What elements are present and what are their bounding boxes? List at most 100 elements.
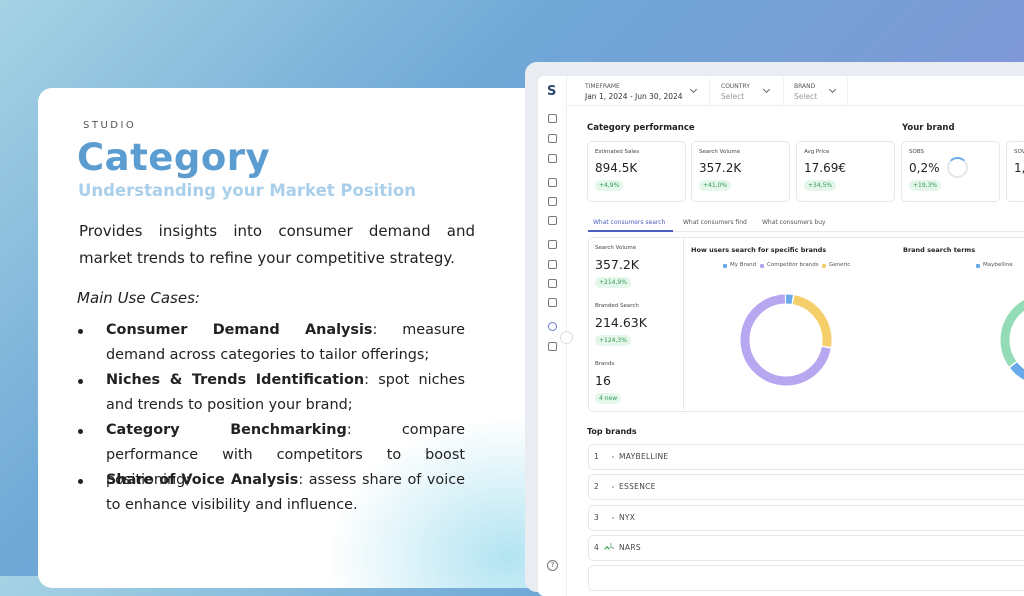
filter-divider <box>709 78 710 105</box>
use-case-text: : assess share of voice to enhance visib… <box>106 472 465 513</box>
sidebar-icon <box>548 260 557 269</box>
hero-subtitle: Understanding your Market Position <box>78 181 416 200</box>
brand-rank: 2 <box>594 482 599 492</box>
bullet <box>78 329 83 334</box>
use-case-text: : compare performance with competitors t… <box>106 422 465 488</box>
chart-layer <box>740 294 1024 386</box>
legend-swatch <box>723 264 727 268</box>
chart-title: Brand search terms <box>903 246 976 254</box>
stat-change: +124,3% <box>595 335 631 346</box>
brand-rank-change: 1 <box>609 542 613 550</box>
metric-value: 894.5K <box>595 161 638 175</box>
metric-label: SOV <box>1014 149 1024 155</box>
donut-segment <box>740 294 832 386</box>
logo: S <box>547 84 557 99</box>
tab: What consumers search <box>593 219 666 226</box>
chart-title: How users search for specific brands <box>691 246 827 254</box>
stats-divider <box>683 237 684 410</box>
donut-segment <box>740 294 832 386</box>
sidebar-icon <box>548 134 557 143</box>
sidebar-icon <box>548 154 557 163</box>
hero-description: Provides insights into consumer demand a… <box>79 222 475 267</box>
row-dot <box>612 456 614 458</box>
metric-label: SOBS <box>909 149 924 155</box>
stat-label: Brands <box>595 361 615 367</box>
use-case-text: : spot niches and trends to position you… <box>106 372 465 413</box>
use-case-title: Share of Voice Analysis <box>106 472 299 488</box>
metric-value: 1,1 <box>1014 161 1024 175</box>
sidebar-icon <box>548 322 557 331</box>
legend-label: My Brand <box>730 262 757 268</box>
app-window: S? TIMEFRAME Jan 1, 2024 - Jun 30, 2024 COU… <box>538 76 1024 596</box>
use-case-text: : measure demand across categories to ta… <box>106 322 466 363</box>
legend-swatch <box>760 264 764 268</box>
topbar-divider <box>566 105 1024 106</box>
use-case-title: Niches & Trends Identification <box>106 372 365 388</box>
use-case-title: Consumer Demand Analysis <box>106 322 373 338</box>
metric-value: 357.2K <box>699 161 742 175</box>
bullet <box>78 379 83 384</box>
sobs-ring <box>947 157 968 178</box>
eyebrow: STUDIO <box>83 120 137 131</box>
row-dot <box>612 516 614 519</box>
metric-card <box>587 141 686 202</box>
sidebar-icon <box>548 298 557 307</box>
filter-value: Jan 1, 2024 - Jun 30, 2024 <box>585 92 683 101</box>
sidebar-icon <box>548 216 557 225</box>
bullet <box>78 429 83 434</box>
metric-value: 17.69€ <box>804 161 846 175</box>
use-case: Share of Voice Analysis: assess share of… <box>106 468 465 518</box>
legend-label: Competitor brands <box>767 262 819 268</box>
legend-label: Maybelline <box>983 262 1013 268</box>
brand-row <box>588 565 1024 591</box>
use-case: Category Benchmarking: compare performan… <box>106 418 465 493</box>
brand-name: NARS <box>619 542 641 552</box>
brand-name: ESSENCE <box>619 482 656 492</box>
brand-rank: 3 <box>594 512 599 522</box>
legend-swatch <box>822 264 826 268</box>
legend-swatch <box>976 264 980 268</box>
filter-label: TIMEFRAME <box>585 83 620 90</box>
bullet <box>78 479 83 484</box>
filter-value: Select <box>794 92 818 101</box>
metric-card <box>1006 141 1024 202</box>
brand-row <box>588 504 1024 531</box>
row-dot <box>612 546 614 549</box>
brand-row <box>588 534 1024 561</box>
use-case: Niches & Trends Identification: spot nic… <box>106 368 465 418</box>
metric-value: 0,2% <box>909 161 940 175</box>
sidebar-icon <box>548 197 557 206</box>
sidebar-icon <box>548 240 557 249</box>
metric-change: +41,0% <box>699 180 732 191</box>
filter-label: COUNTRY <box>721 83 750 90</box>
sidebar-icon <box>548 114 557 123</box>
stat-value: 16 <box>595 373 611 388</box>
metric-label: Estimated Sales <box>595 149 640 155</box>
donut-segment <box>740 294 832 386</box>
stat-value: 357.2K <box>595 257 639 272</box>
sidebar-icon <box>548 279 557 288</box>
tabs-divider <box>587 231 1024 232</box>
tab: What consumers find <box>683 219 747 226</box>
filter-label: BRAND <box>794 83 816 90</box>
metric-label: Avg Price <box>804 149 830 155</box>
sidebar-toggle <box>560 331 573 344</box>
brand-row <box>588 444 1024 470</box>
brand-name: MAYBELLINE <box>619 452 669 461</box>
metric-card <box>691 141 790 202</box>
metric-label: Search Volume <box>699 149 741 155</box>
filter-divider <box>783 78 784 105</box>
hero-card: STUDIO Category Understanding your Marke… <box>38 88 578 588</box>
stat-change: 4 new <box>595 393 622 404</box>
brand-rank: 4 <box>594 542 599 552</box>
use-case-title: Category Benchmarking <box>106 422 347 438</box>
row-dot <box>612 486 614 489</box>
stat-value: 214.63K <box>595 315 647 330</box>
filter-divider <box>847 78 848 105</box>
stat-label: Search Volume <box>595 245 637 251</box>
metric-card <box>901 141 1000 202</box>
hero-title: Category <box>77 136 271 179</box>
brand-name: NYX <box>619 512 636 522</box>
stat-label: Branded Search <box>595 303 639 309</box>
